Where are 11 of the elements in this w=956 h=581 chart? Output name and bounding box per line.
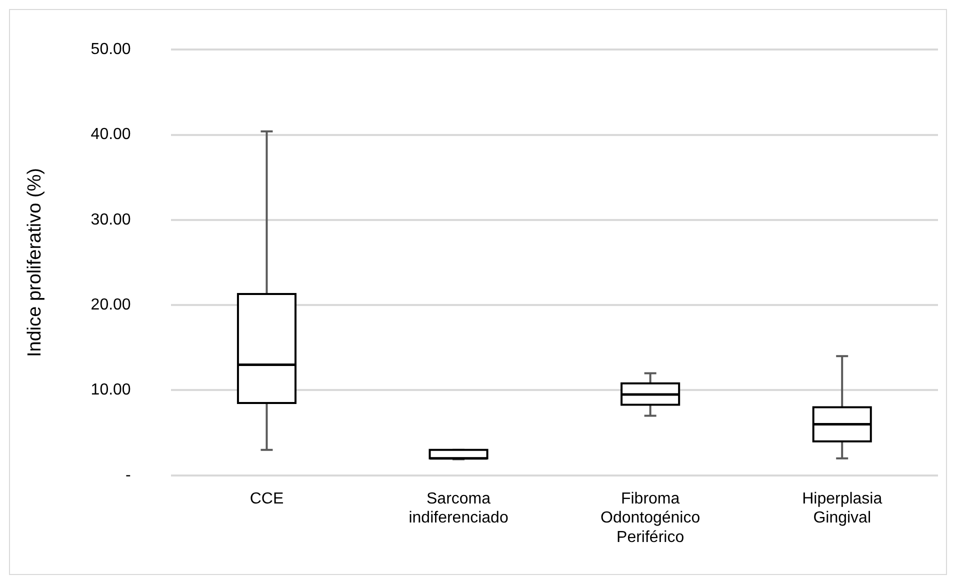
- y-tick-label: 40.00: [90, 126, 131, 144]
- x-tick-label: Fibroma Odontogénico Periférico: [600, 490, 700, 546]
- x-tick-label: Sarcoma indiferenciado: [408, 490, 508, 527]
- x-tick-label: CCE: [250, 490, 284, 508]
- y-axis-title: Indice proliferativo (%): [24, 168, 46, 358]
- x-tick-label: Hiperplasia Gingival: [802, 490, 882, 527]
- y-tick-label: 30.00: [90, 211, 131, 228]
- y-tick-label: 10.00: [90, 382, 131, 399]
- y-tick-label: 20.00: [90, 296, 131, 314]
- y-tick-label: 50.00: [90, 41, 131, 58]
- y-tick-label: -: [126, 466, 131, 484]
